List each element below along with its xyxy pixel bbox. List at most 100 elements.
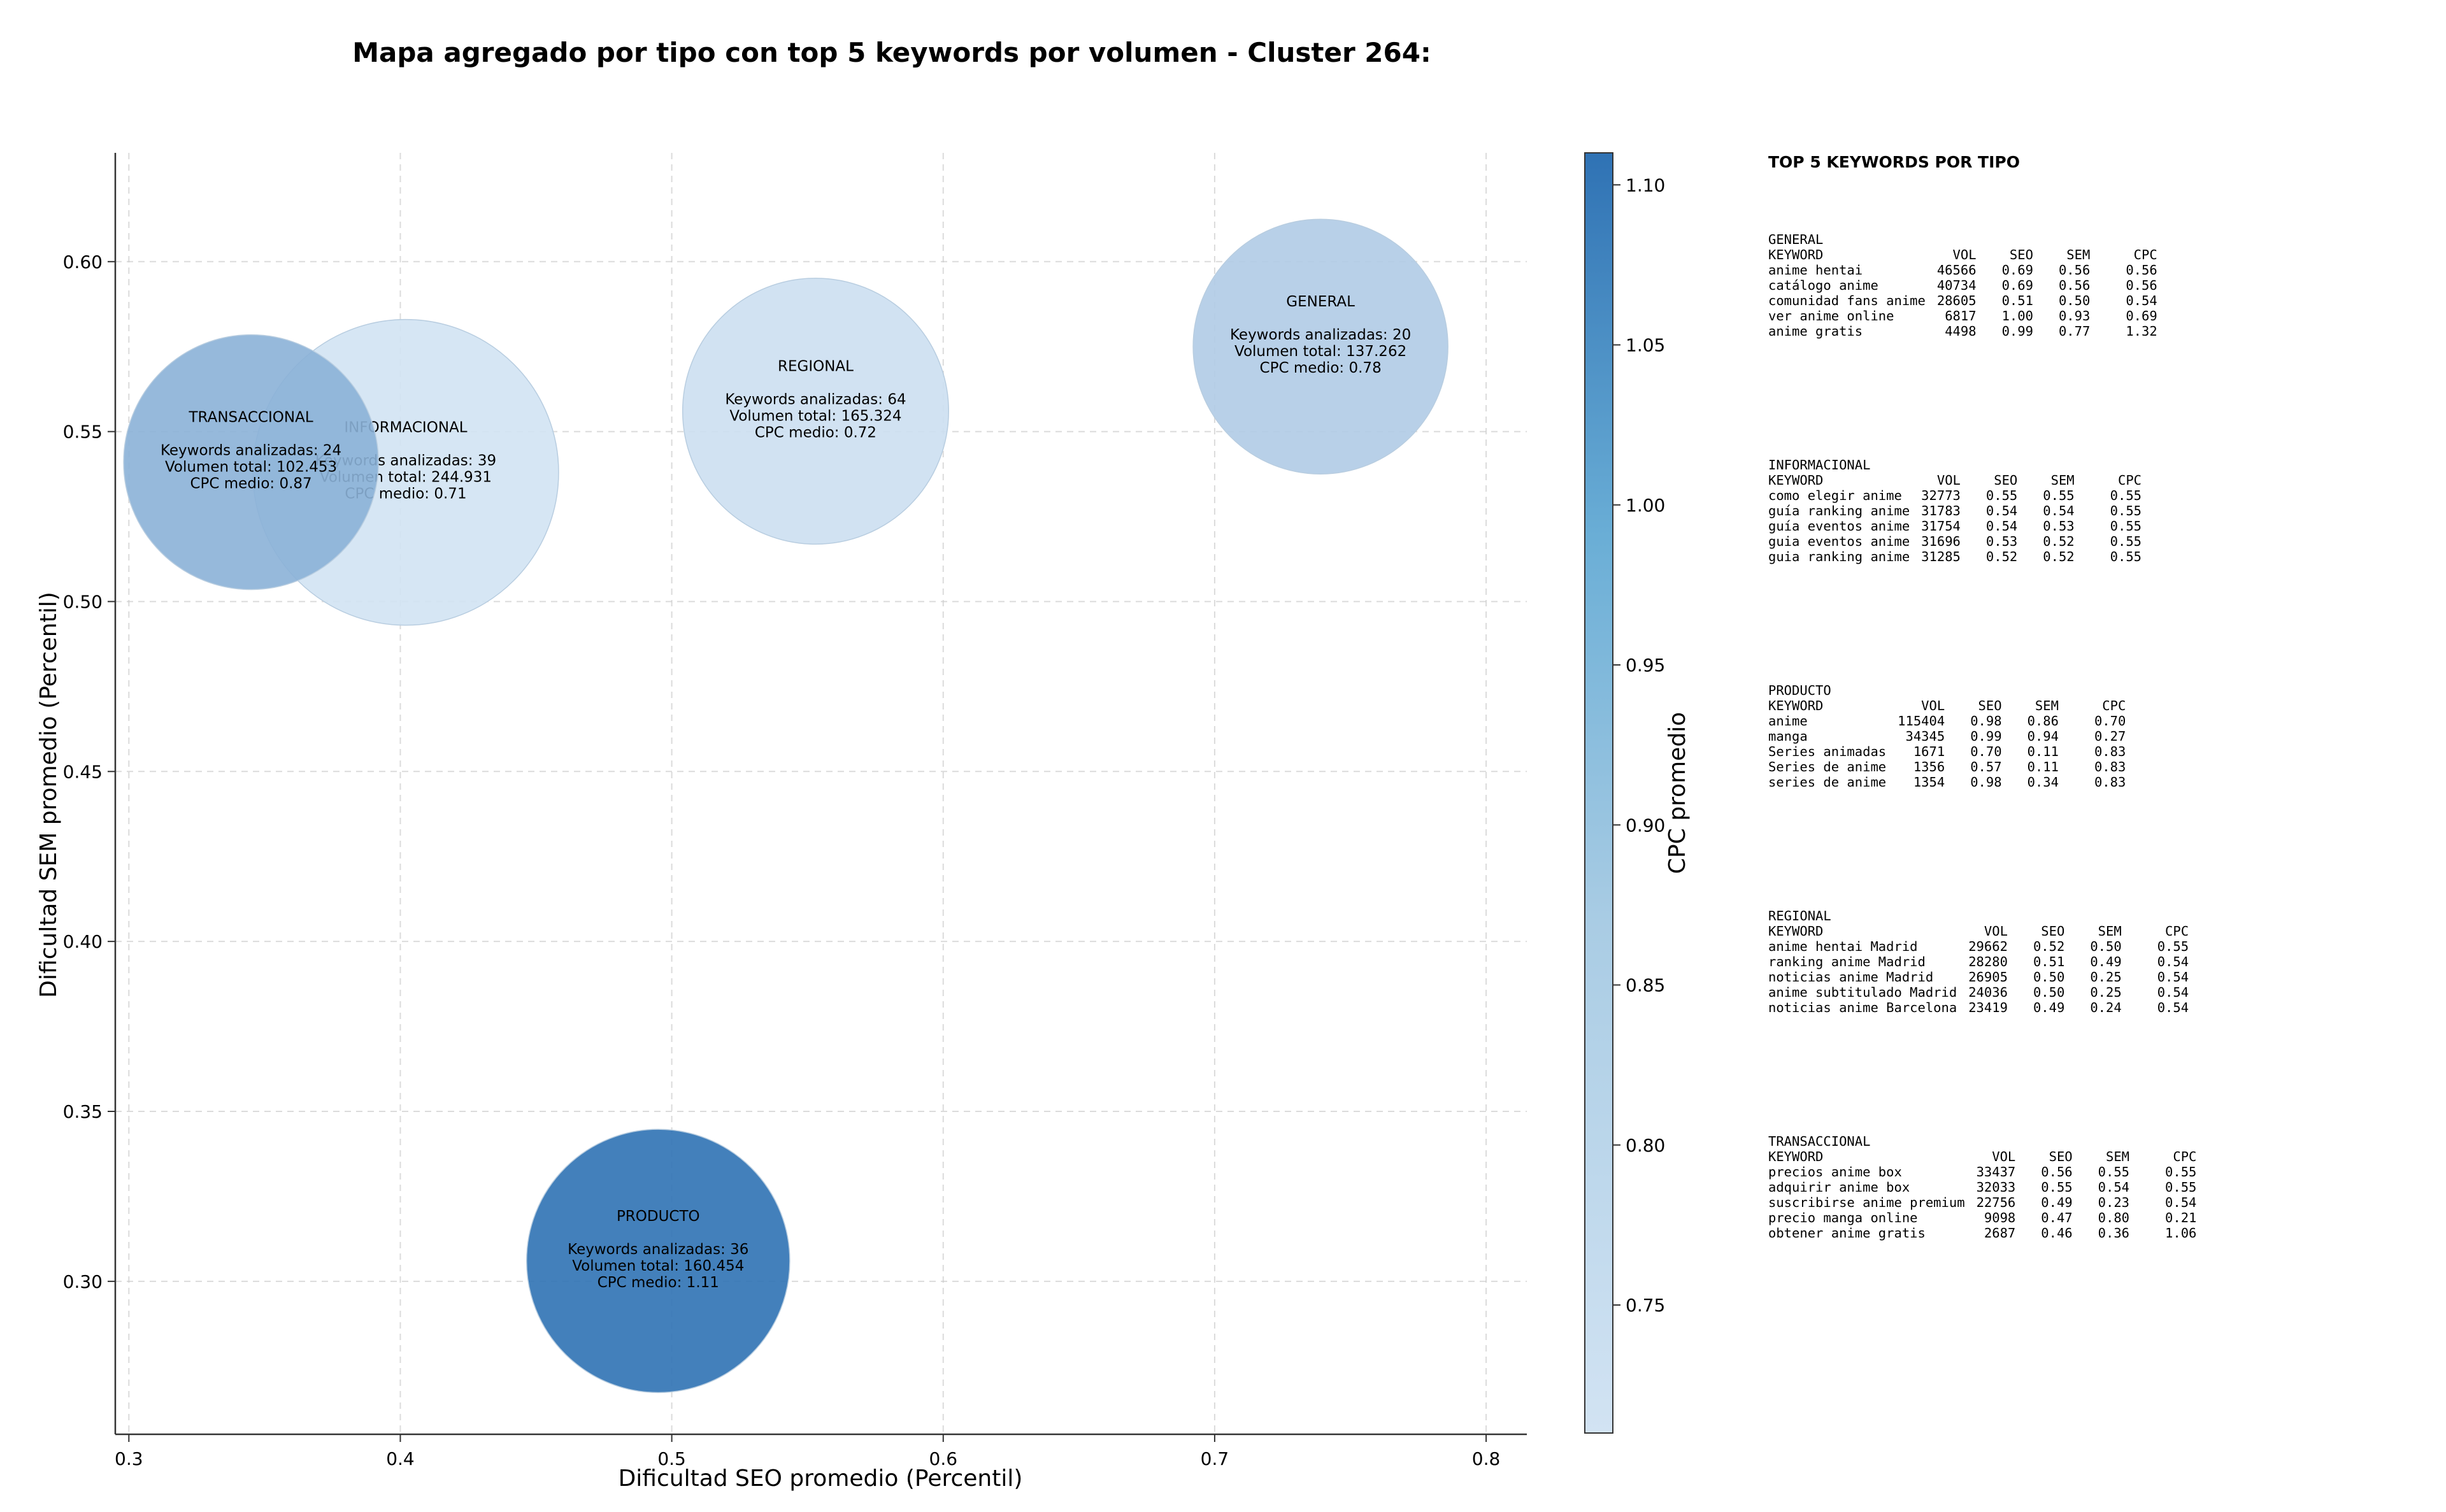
keyword-table-header: KEYWORD VOL SEO SEM CPC — [1768, 924, 2189, 939]
table-row: guia ranking anime 31285 0.52 0.52 0.55 — [1768, 549, 2142, 564]
table-row: noticias anime Barcelona 23419 0.49 0.24 0.5… — [1768, 1000, 2189, 1015]
table-cell: 0.98 — [1970, 774, 2002, 790]
table-cell: 0.54 — [2126, 293, 2157, 308]
table-cell: guía eventos anime — [1768, 518, 1910, 534]
colorbar-tick-label: 0.95 — [1626, 655, 1665, 676]
table-cell: 28280 — [1968, 954, 2008, 969]
table-cell: noticias anime Madrid — [1768, 969, 1934, 985]
table-cell: 31754 — [1921, 518, 1961, 534]
column-header: CPC — [2117, 473, 2142, 488]
column-header: SEO — [1994, 473, 2018, 488]
keyword-table: KEYWORD VOL SEO SEM CPC anime hentai Madrid 29… — [1768, 924, 2189, 1015]
table-cell: 0.11 — [2027, 759, 2059, 774]
table-cell: 0.25 — [2090, 985, 2122, 1000]
column-header: CPC — [2173, 1149, 2197, 1164]
column-header: KEYWORD — [1768, 1149, 1824, 1164]
table-cell: 1671 — [1913, 744, 1945, 759]
table-cell: 0.52 — [1985, 549, 2018, 564]
table-cell: 0.55 — [2098, 1164, 2130, 1180]
table-row: guía eventos anime 31754 0.54 0.53 0.55 — [1768, 518, 2142, 534]
table-row: ver anime online 6817 1.00 0.93 0.69 — [1768, 308, 2157, 324]
bubble-stat: Keywords analizadas: 36 — [568, 1241, 748, 1258]
table-cell: 2687 — [1984, 1225, 2016, 1241]
table-cell: 0.51 — [2033, 954, 2065, 969]
table-cell: 1.06 — [2165, 1225, 2197, 1241]
table-cell: 1.32 — [2126, 324, 2157, 339]
table-cell: 0.54 — [2157, 969, 2189, 985]
table-cell: 22756 — [1976, 1195, 2016, 1210]
column-header: CPC — [2133, 247, 2157, 262]
table-cell: 0.52 — [2043, 534, 2075, 549]
table-cell: 31285 — [1921, 549, 1961, 564]
table-cell: 0.34 — [2027, 774, 2059, 790]
table-cell: 0.55 — [1985, 488, 2018, 503]
colorbar-tick-label: 0.90 — [1626, 815, 1665, 836]
table-cell: 0.83 — [2094, 759, 2126, 774]
table-cell: 0.56 — [2058, 278, 2091, 293]
bubble-stat: Keywords analizadas: 24 — [161, 443, 341, 459]
table-cell: anime hentai — [1768, 262, 1863, 278]
table-cell: 0.55 — [2110, 503, 2142, 518]
table-cell: 34345 — [1905, 729, 1945, 744]
keyword-group-name: TRANSACCIONAL — [1768, 1134, 1871, 1149]
table-cell: 0.83 — [2094, 744, 2126, 759]
table-cell: 6817 — [1945, 308, 1977, 324]
table-cell: 0.56 — [2126, 262, 2157, 278]
table-cell: 0.54 — [1985, 503, 2018, 518]
table-cell: 1.00 — [2001, 308, 2033, 324]
colorbar-tick-label: 0.85 — [1626, 975, 1665, 996]
table-cell: 32773 — [1921, 488, 1961, 503]
table-cell: 32033 — [1976, 1180, 2016, 1195]
table-cell: 28605 — [1936, 293, 1977, 308]
table-cell: 0.99 — [2001, 324, 2033, 339]
table-cell: 0.55 — [2110, 534, 2142, 549]
y-tick-label: 0.40 — [63, 931, 103, 952]
colorbar-tick-label: 0.75 — [1626, 1295, 1665, 1316]
table-cell: catálogo anime — [1768, 278, 1878, 293]
table-row: obtener anime gratis 2687 0.46 0.36 1.06 — [1768, 1225, 2196, 1241]
table-cell: 0.50 — [2033, 985, 2065, 1000]
table-row: Series animadas 1671 0.70 0.11 0.83 — [1768, 744, 2126, 759]
keyword-group-name: REGIONAL — [1768, 908, 1831, 924]
column-header: VOL — [1936, 473, 1961, 488]
bubble-label: REGIONAL — [778, 359, 854, 375]
table-row: anime hentai Madrid 29662 0.52 0.50 0.55 — [1768, 939, 2189, 954]
keyword-group-name: GENERAL — [1768, 232, 1824, 247]
table-cell: 0.25 — [2090, 969, 2122, 985]
table-cell: 0.69 — [2126, 308, 2157, 324]
table-cell: 33437 — [1976, 1164, 2016, 1180]
table-cell: como elegir anime — [1768, 488, 1902, 503]
table-row: series de anime 1354 0.98 0.34 0.83 — [1768, 774, 2126, 790]
table-cell: 0.77 — [2058, 324, 2091, 339]
table-cell: 0.70 — [1970, 744, 2002, 759]
table-cell: 0.36 — [2098, 1225, 2130, 1241]
table-cell: 0.55 — [2110, 488, 2142, 503]
table-cell: 0.55 — [2110, 518, 2142, 534]
table-cell: 0.11 — [2027, 744, 2059, 759]
table-cell: 0.55 — [2157, 939, 2189, 954]
table-cell: 0.54 — [2043, 503, 2075, 518]
bubble-label: TRANSACCIONAL — [188, 410, 313, 426]
table-cell: 0.54 — [2157, 954, 2189, 969]
table-cell: guía ranking anime — [1768, 503, 1910, 518]
table-row: anime gratis 4498 0.99 0.77 1.32 — [1768, 324, 2157, 339]
table-cell: series de anime — [1768, 774, 1887, 790]
table-cell: 0.70 — [2094, 713, 2126, 729]
table-cell: 0.94 — [2027, 729, 2059, 744]
column-header: KEYWORD — [1768, 473, 1824, 488]
table-cell: precios anime box — [1768, 1164, 1902, 1180]
colorbar-tick-label: 1.00 — [1626, 495, 1665, 516]
bubble-circle — [682, 278, 950, 545]
colorbar-ticks: 0.75 0.80 0.85 0.90 0.95 1.00 1.05 1.10 — [1613, 175, 1665, 1316]
table-cell: 23419 — [1968, 1000, 2008, 1015]
table-cell: 0.47 — [2041, 1210, 2073, 1225]
table-cell: anime subtitulado Madrid — [1768, 985, 1957, 1000]
column-header: KEYWORD — [1768, 924, 1824, 939]
column-header: SEM — [2050, 473, 2075, 488]
table-cell: 0.21 — [2165, 1210, 2197, 1225]
x-tick-label: 0.4 — [386, 1448, 415, 1469]
table-cell: 0.49 — [2090, 954, 2122, 969]
table-cell: 0.46 — [2041, 1225, 2073, 1241]
bubble-stat: Volumen total: 165.324 — [729, 408, 901, 425]
